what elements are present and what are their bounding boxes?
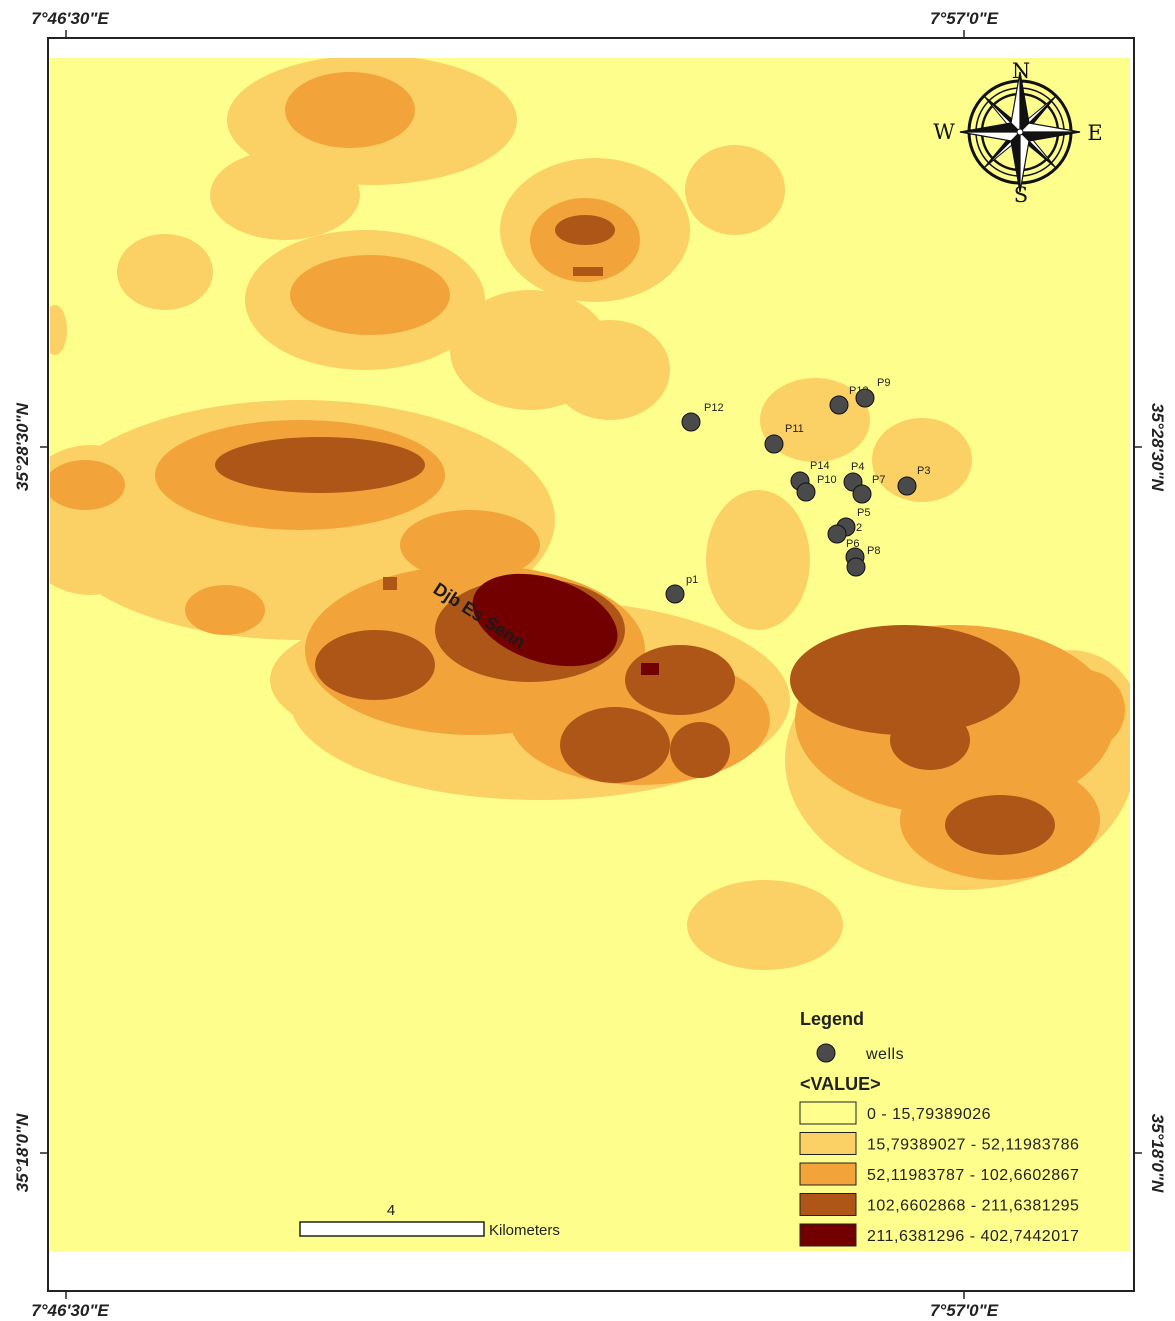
well-label: P11 <box>785 423 804 435</box>
legend-class-label-2: 52,11983787 - 102,6602867 <box>867 1167 1079 1184</box>
legend-wells-label: wells <box>865 1046 904 1063</box>
legend-swatch-2 <box>800 1163 856 1185</box>
lon-label-bottom-left: 7°46'30"E <box>31 1301 109 1320</box>
well-label: p1 <box>686 574 698 586</box>
well-label: P8 <box>867 545 880 557</box>
lat-label-left-bottom: 35°18'0"N <box>13 1113 32 1192</box>
legend-swatch-0 <box>800 1102 856 1124</box>
well-label: P12 <box>704 402 724 414</box>
legend-swatch-3 <box>800 1194 856 1216</box>
legend-class-label-0: 0 - 15,79389026 <box>867 1106 991 1123</box>
scale-unit: Kilometers <box>489 1222 560 1239</box>
well-label: P3 <box>917 465 930 477</box>
lon-label-bottom-right: 7°57'0"E <box>930 1301 999 1320</box>
well-label: P14 <box>810 460 830 472</box>
lat-label-left-top: 35°28'30"N <box>13 402 32 491</box>
lon-label-top-right: 7°57'0"E <box>930 9 999 28</box>
compass-w: W <box>933 120 955 144</box>
well-label: P5 <box>857 507 870 519</box>
compass-n: N <box>1012 59 1030 83</box>
well-label: P6 <box>846 538 859 550</box>
legend-swatch-1 <box>800 1133 856 1155</box>
lon-label-top-left: 7°46'30"E <box>31 9 109 28</box>
well-label: P4 <box>851 461 864 473</box>
lat-label-right-bottom: 35°18'0"N <box>1148 1114 1167 1193</box>
legend-class-label-1: 15,79389027 - 52,11983786 <box>867 1137 1079 1154</box>
lat-label-right-top: 35°28'30"N <box>1148 403 1167 492</box>
compass-e: E <box>1087 121 1102 145</box>
well-label: P9 <box>877 377 890 389</box>
legend-well-symbol <box>817 1044 835 1062</box>
scale-bar-segment <box>300 1222 484 1236</box>
scale-value: 4 <box>387 1202 395 1219</box>
legend-class-label-3: 102,6602868 - 211,6381295 <box>867 1198 1079 1215</box>
legend-class-label-4: 211,6381296 - 402,7442017 <box>867 1228 1079 1245</box>
legend-title: Legend <box>800 1009 864 1029</box>
legend-swatch-4 <box>800 1224 856 1246</box>
compass-s: S <box>1014 183 1028 207</box>
well-label: P10 <box>817 474 837 486</box>
well-label: P7 <box>872 474 885 486</box>
well-label: 2 <box>856 522 862 534</box>
legend-value-header: <VALUE> <box>800 1074 881 1094</box>
